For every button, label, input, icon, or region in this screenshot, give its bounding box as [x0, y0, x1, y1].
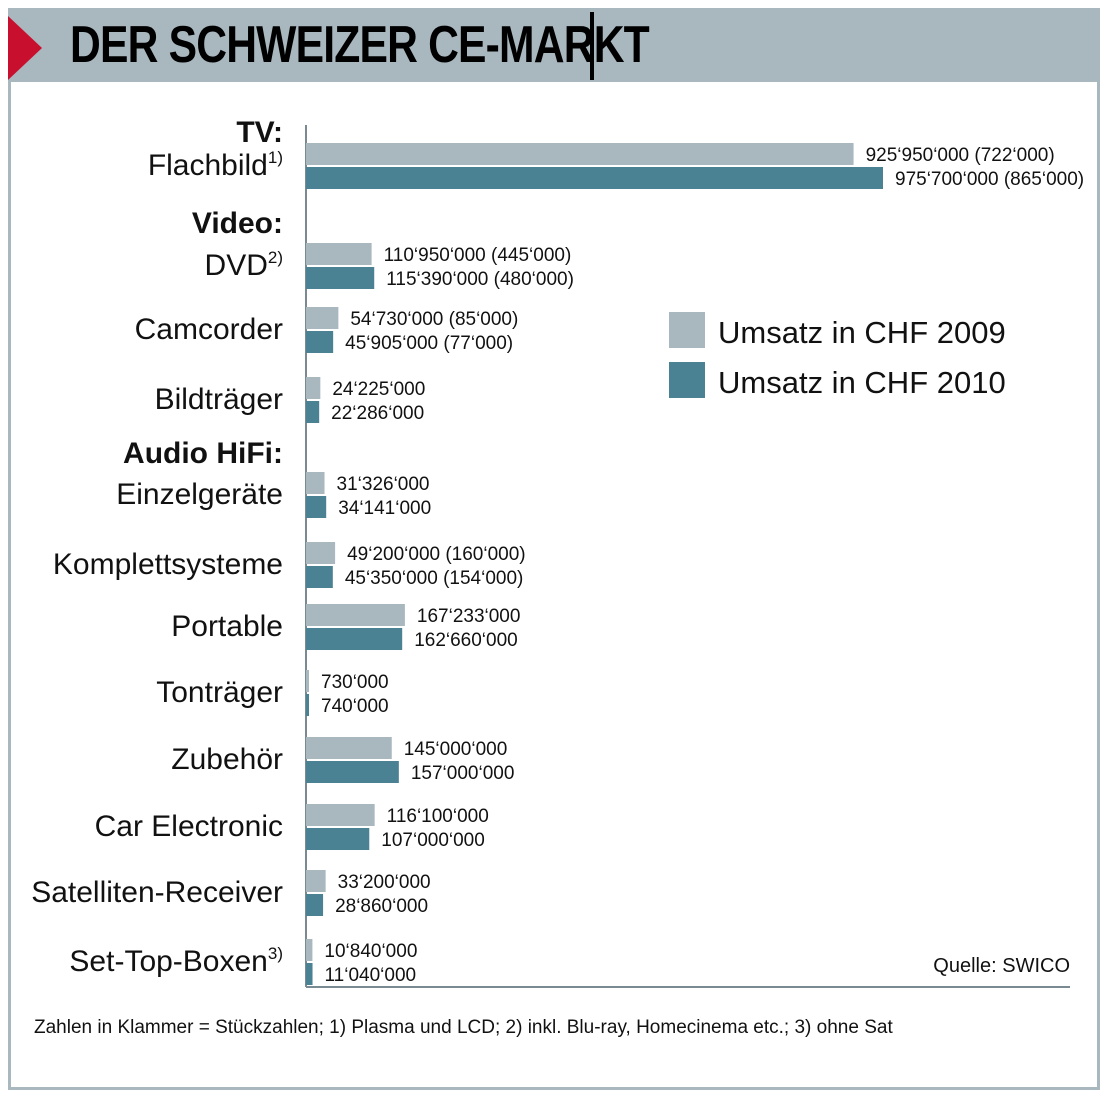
data-label: 31‘326‘000: [337, 474, 430, 495]
data-label: 115‘390‘000 (480‘000): [386, 269, 574, 290]
legend-swatch-2009: [669, 312, 705, 348]
category-label: Bildträger: [155, 383, 283, 416]
group-label-1: Video:: [192, 207, 283, 240]
data-label: 925‘950‘000 (722‘000): [866, 145, 1055, 166]
data-label: 33‘200‘000: [338, 872, 431, 893]
bar-2009: [306, 542, 336, 564]
data-label: 116‘100‘000: [387, 806, 489, 827]
data-label: 162‘660‘000: [414, 630, 518, 651]
data-label: 975‘700‘000 (865‘000): [895, 169, 1084, 190]
bar-2009: [306, 472, 325, 494]
bar-2010: [306, 331, 334, 353]
category-label: Einzelgeräte: [116, 478, 283, 511]
category-label: Set-Top-Boxen3): [69, 944, 283, 978]
bar-2010: [306, 761, 399, 783]
title-divider: [590, 12, 594, 80]
category-label: Komplettsysteme: [53, 548, 283, 581]
bar-2010: [306, 628, 403, 650]
bar-2009: [306, 804, 375, 826]
footnote: Zahlen in Klammer = Stückzahlen; 1) Plas…: [34, 1017, 893, 1038]
data-label: 145‘000‘000: [404, 739, 508, 760]
data-label: 740‘000: [321, 696, 389, 717]
bar-2010: [306, 267, 375, 289]
data-label: 34‘141‘000: [338, 498, 431, 519]
data-label: 107‘000‘000: [381, 830, 485, 851]
data-label: 22‘286‘000: [331, 403, 424, 424]
category-label: Flachbild1): [148, 148, 283, 182]
data-label: 45‘905‘000 (77‘000): [345, 333, 513, 354]
data-label: 45‘350‘000 (154‘000): [345, 568, 524, 589]
bar-2009: [306, 143, 854, 165]
bar-2010: [306, 694, 309, 716]
bar-2010: [306, 496, 327, 518]
arrow-icon: [8, 16, 42, 80]
bar-2009: [306, 737, 392, 759]
category-label: Camcorder: [135, 313, 283, 346]
bar-2010: [306, 401, 320, 423]
data-label: 49‘200‘000 (160‘000): [347, 544, 526, 565]
data-label: 167‘233‘000: [417, 606, 521, 627]
source-note: Quelle: SWICO: [933, 955, 1070, 977]
group-label-2: Audio HiFi:: [123, 437, 283, 470]
data-label: 54‘730‘000 (85‘000): [350, 309, 518, 330]
bar-2009: [306, 604, 405, 626]
legend-label: Umsatz in CHF 2009: [718, 315, 1006, 350]
data-label: 110‘950‘000 (445‘000): [384, 245, 572, 266]
bar-2010: [306, 566, 333, 588]
bar-2009: [306, 670, 309, 692]
title-bar: [8, 8, 1100, 82]
bar-2010: [306, 963, 313, 985]
legend-swatch-2010: [669, 362, 705, 398]
data-label: 10‘840‘000: [324, 941, 417, 962]
category-label: DVD2): [205, 248, 283, 282]
data-label: 11‘040‘000: [325, 965, 417, 986]
bar-2009: [306, 307, 339, 329]
bar-2010: [306, 167, 883, 189]
category-label: Satelliten-Receiver: [31, 876, 283, 909]
bar-2009: [306, 939, 313, 961]
data-label: 24‘225‘000: [332, 379, 425, 400]
category-label: Zubehör: [171, 743, 283, 776]
bar-2009: [306, 377, 321, 399]
bar-2010: [306, 894, 324, 916]
data-label: 730‘000: [321, 672, 389, 693]
category-label: Tonträger: [156, 676, 283, 709]
bar-2010: [306, 828, 370, 850]
group-label-0: TV:: [236, 116, 283, 149]
page-title: DER SCHWEIZER CE-MARKT: [70, 16, 650, 74]
category-label: Portable: [171, 610, 283, 643]
data-label: 28‘860‘000: [335, 896, 428, 917]
bar-2009: [306, 243, 372, 265]
bar-2009: [306, 870, 326, 892]
data-label: 157‘000‘000: [411, 763, 515, 784]
category-label: Car Electronic: [95, 810, 283, 843]
legend-label: Umsatz in CHF 2010: [718, 365, 1006, 400]
